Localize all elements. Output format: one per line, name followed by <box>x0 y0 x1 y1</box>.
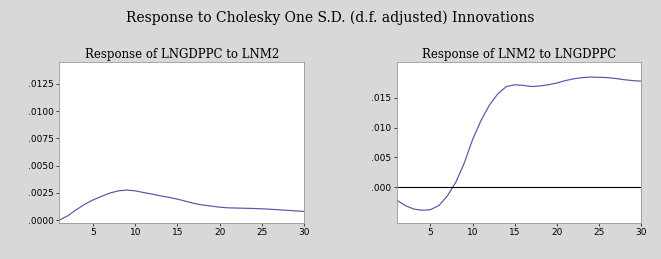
Title: Response of LNM2 to LNGDPPC: Response of LNM2 to LNGDPPC <box>422 48 616 61</box>
Title: Response of LNGDPPC to LNM2: Response of LNGDPPC to LNM2 <box>85 48 279 61</box>
Text: Response to Cholesky One S.D. (d.f. adjusted) Innovations: Response to Cholesky One S.D. (d.f. adju… <box>126 10 535 25</box>
